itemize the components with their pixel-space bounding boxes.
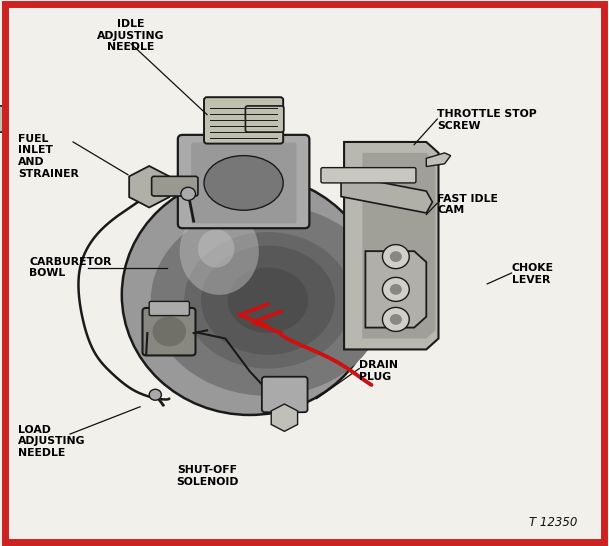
Ellipse shape [122, 175, 378, 415]
FancyBboxPatch shape [178, 135, 309, 228]
FancyBboxPatch shape [143, 308, 195, 355]
FancyBboxPatch shape [191, 143, 297, 223]
Circle shape [382, 245, 409, 269]
Circle shape [390, 314, 402, 325]
FancyBboxPatch shape [245, 106, 284, 132]
FancyBboxPatch shape [149, 301, 189, 316]
Polygon shape [344, 142, 438, 349]
Circle shape [390, 251, 402, 262]
Text: T 12350: T 12350 [529, 515, 577, 529]
Polygon shape [341, 175, 432, 213]
Text: DRAIN
PLUG: DRAIN PLUG [359, 360, 398, 382]
Ellipse shape [152, 316, 186, 347]
FancyBboxPatch shape [152, 176, 198, 196]
Polygon shape [365, 251, 426, 328]
Ellipse shape [150, 205, 385, 396]
Text: FAST IDLE
CAM: FAST IDLE CAM [437, 194, 498, 216]
FancyBboxPatch shape [204, 97, 283, 144]
Circle shape [382, 307, 409, 331]
Ellipse shape [180, 207, 259, 295]
FancyBboxPatch shape [321, 168, 416, 183]
Text: IDLE
ADJUSTING
NEEDLE: IDLE ADJUSTING NEEDLE [97, 19, 164, 52]
FancyBboxPatch shape [0, 106, 7, 132]
Ellipse shape [228, 268, 308, 333]
Ellipse shape [201, 246, 335, 355]
Text: SHUT-OFF
SOLENOID: SHUT-OFF SOLENOID [176, 465, 238, 487]
Circle shape [382, 277, 409, 301]
Text: FUEL
INLET
AND
STRAINER: FUEL INLET AND STRAINER [18, 134, 79, 179]
Ellipse shape [204, 156, 283, 210]
Circle shape [181, 187, 195, 200]
Ellipse shape [198, 229, 234, 268]
Text: LOAD
ADJUSTING
NEEDLE: LOAD ADJUSTING NEEDLE [18, 425, 86, 458]
FancyBboxPatch shape [262, 377, 308, 412]
Text: CARBURETOR
BOWL: CARBURETOR BOWL [29, 257, 111, 278]
Polygon shape [362, 153, 435, 339]
Circle shape [149, 389, 161, 400]
Ellipse shape [184, 232, 352, 369]
Text: THROTTLE STOP
SCREW: THROTTLE STOP SCREW [437, 109, 537, 131]
Polygon shape [129, 166, 169, 207]
Polygon shape [271, 404, 298, 431]
Circle shape [390, 284, 402, 295]
Text: CHOKE
LEVER: CHOKE LEVER [512, 263, 554, 285]
Polygon shape [426, 153, 451, 167]
